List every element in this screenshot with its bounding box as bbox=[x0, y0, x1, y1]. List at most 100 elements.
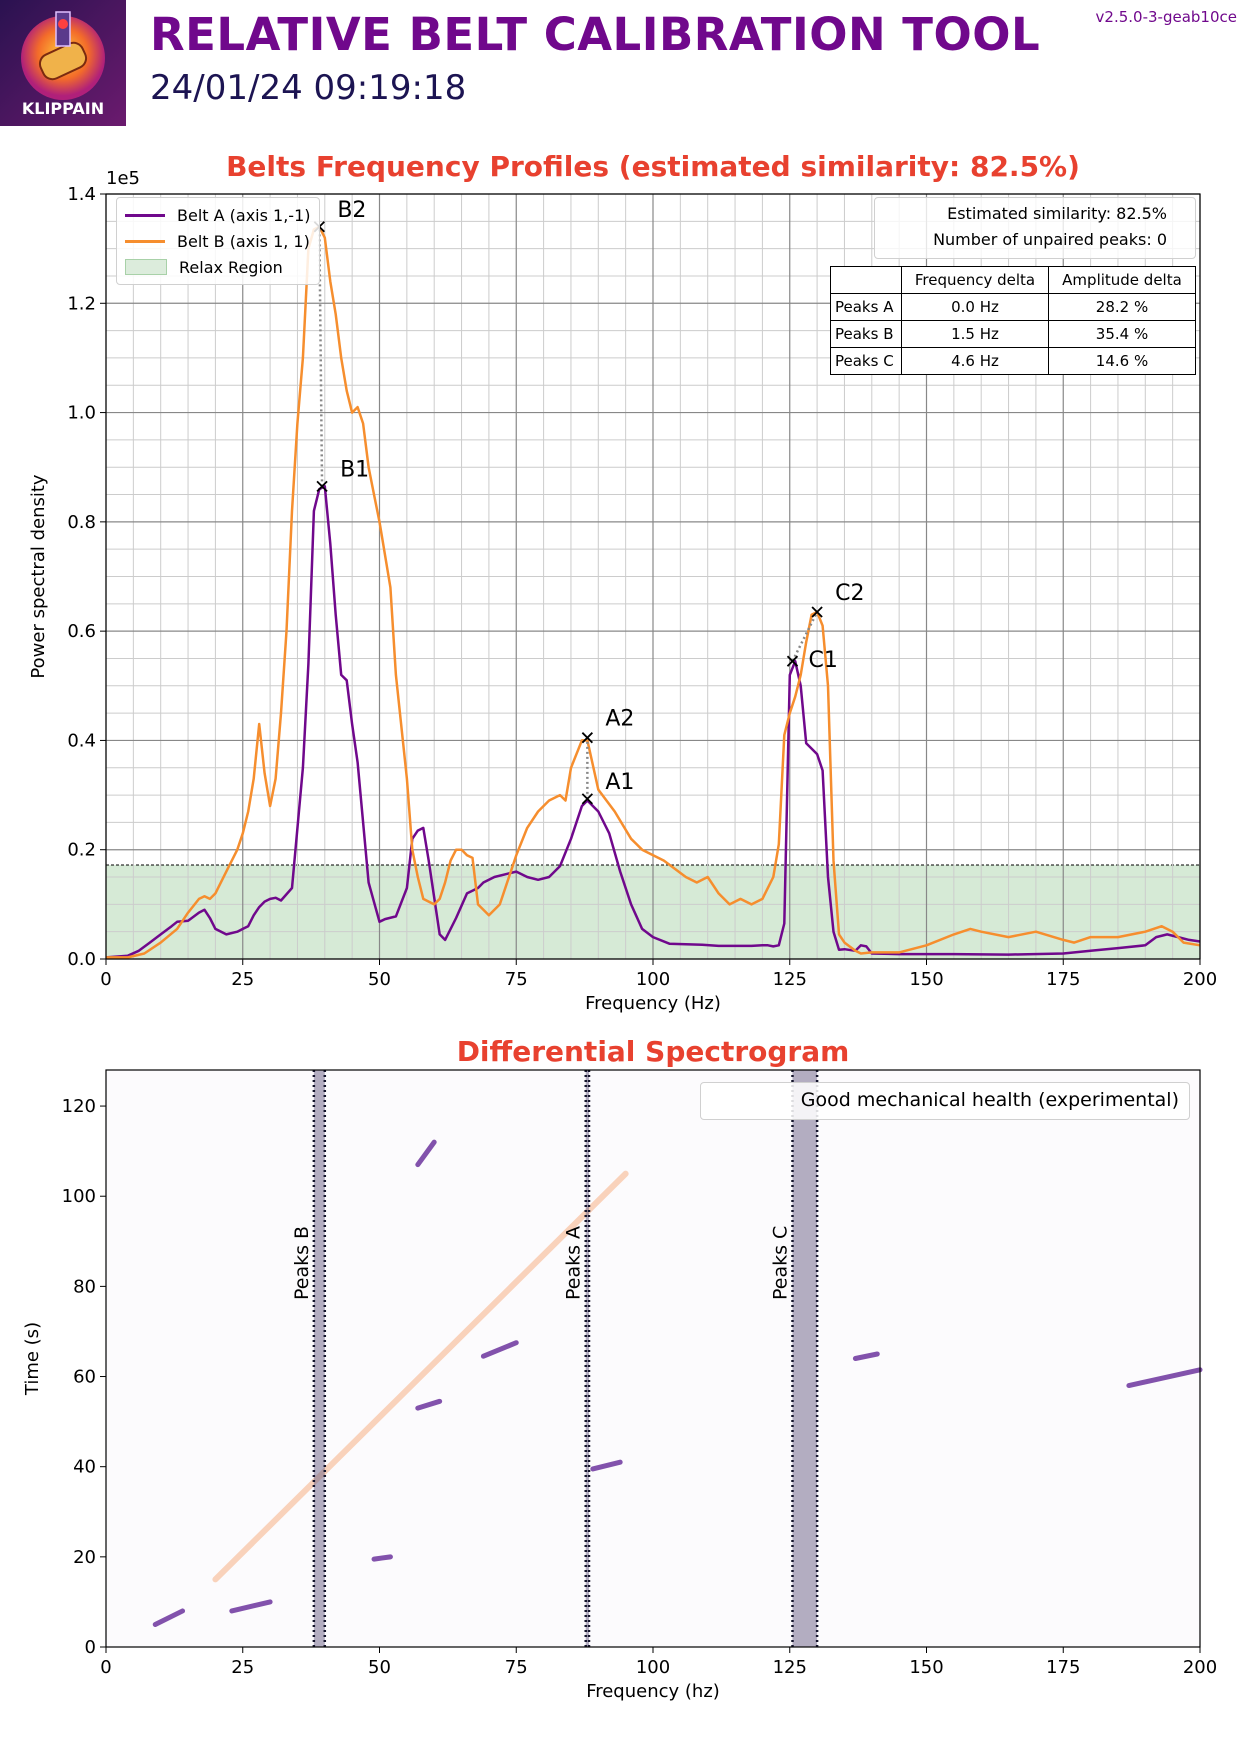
series-belt-b-line bbox=[106, 225, 1201, 959]
x-tick-label: 0 bbox=[100, 969, 111, 990]
legend-swatch-belt-b bbox=[125, 239, 165, 243]
unpaired-peaks-text: Number of unpaired peaks: 0 bbox=[933, 230, 1167, 249]
x-axis-label: Frequency (hz) bbox=[586, 1681, 720, 1702]
x-tick-label: 75 bbox=[505, 969, 528, 990]
peak-label: C2 bbox=[835, 581, 864, 606]
spectrogram-title: Differential Spectrogram bbox=[456, 1035, 850, 1068]
x-tick-label: 200 bbox=[1183, 1657, 1217, 1678]
x-tick-label: 50 bbox=[368, 1657, 391, 1678]
logo-text: KLIPPAIN bbox=[22, 99, 104, 118]
y-tick-label: 120 bbox=[62, 1096, 96, 1117]
x-tick-label: 125 bbox=[773, 969, 807, 990]
x-tick-label: 150 bbox=[909, 969, 943, 990]
x-tick-label: 75 bbox=[505, 1657, 528, 1678]
y-tick-label: 100 bbox=[62, 1186, 96, 1207]
peak-label: C1 bbox=[808, 648, 837, 673]
y-tick-label: 1.0 bbox=[67, 403, 96, 424]
peak-band-label: Peaks A bbox=[563, 1226, 585, 1300]
psd-legend: Belt A (axis 1,-1) Belt B (axis 1, 1) Re… bbox=[116, 197, 320, 285]
purple-streak bbox=[415, 1398, 443, 1411]
peak-band-label: Peaks C bbox=[769, 1226, 791, 1300]
peak-marker bbox=[786, 655, 799, 667]
x-tick-label: 175 bbox=[1046, 969, 1080, 990]
health-status-text: Good mechanical health (experimental) bbox=[800, 1089, 1179, 1111]
purple-streak bbox=[590, 1459, 623, 1472]
y-tick-label: 20 bbox=[73, 1547, 96, 1568]
x-tick-label: 25 bbox=[231, 969, 254, 990]
peak-marker bbox=[316, 480, 328, 492]
y-tick-label: 0.8 bbox=[67, 512, 96, 533]
legend-label-relax: Relax Region bbox=[179, 257, 283, 277]
x-tick-label: 100 bbox=[636, 1657, 670, 1678]
y-offset-label: 1e5 bbox=[106, 168, 140, 189]
table-header-cell bbox=[830, 266, 902, 294]
peak-band bbox=[792, 1070, 818, 1647]
peak-marker bbox=[811, 606, 823, 618]
table-header-cell: Amplitude delta bbox=[1048, 266, 1196, 294]
purple-streak bbox=[480, 1340, 519, 1359]
legend-item-belt-a: Belt A (axis 1,-1) bbox=[125, 202, 311, 228]
report-datetime: 24/01/24 09:19:18 bbox=[150, 68, 467, 108]
purple-streak bbox=[371, 1554, 393, 1562]
peak-connector bbox=[791, 611, 819, 662]
peaks-table: Frequency delta Amplitude delta Peaks A … bbox=[830, 266, 1196, 375]
table-row: Peaks A 0.0 Hz 28.2 % bbox=[830, 293, 1196, 321]
table-header-cell: Frequency delta bbox=[901, 266, 1049, 294]
table-cell: 14.6 % bbox=[1048, 347, 1196, 375]
purple-streak bbox=[852, 1351, 880, 1361]
peak-marker bbox=[581, 732, 593, 744]
table-cell: 1.5 Hz bbox=[901, 320, 1049, 348]
y-tick-label: 80 bbox=[73, 1276, 96, 1297]
peak-label: A1 bbox=[605, 770, 634, 795]
x-tick-label: 25 bbox=[231, 1657, 254, 1678]
health-legend: Good mechanical health (experimental) bbox=[700, 1082, 1190, 1120]
peak-label: B2 bbox=[337, 198, 366, 223]
legend-item-belt-b: Belt B (axis 1, 1) bbox=[125, 228, 310, 254]
x-tick-label: 175 bbox=[1046, 1657, 1080, 1678]
x-tick-label: 0 bbox=[100, 1657, 111, 1678]
x-tick-label: 50 bbox=[368, 969, 391, 990]
spectrogram-plot-frame bbox=[105, 1069, 1201, 1648]
y-tick-label: 40 bbox=[73, 1457, 96, 1478]
similarity-text: Estimated similarity: 82.5% bbox=[947, 204, 1167, 223]
similarity-box: Estimated similarity: 82.5% Number of un… bbox=[874, 197, 1196, 259]
y-axis-label: Time (s) bbox=[22, 1322, 43, 1396]
table-cell: 35.4 % bbox=[1048, 320, 1196, 348]
table-cell: 4.6 Hz bbox=[901, 347, 1049, 375]
table-header-row: Frequency delta Amplitude delta bbox=[830, 266, 1196, 294]
series-belt-a-line bbox=[105, 485, 1201, 959]
table-cell: Peaks A bbox=[830, 293, 902, 321]
legend-swatch-belt-a bbox=[125, 213, 165, 217]
y-tick-label: 1.4 bbox=[67, 184, 96, 205]
table-cell: Peaks C bbox=[830, 347, 902, 375]
y-tick-label: 0.2 bbox=[67, 840, 96, 861]
legend-item-relax: Relax Region bbox=[125, 254, 283, 280]
x-tick-label: 100 bbox=[636, 969, 670, 990]
x-tick-label: 125 bbox=[773, 1657, 807, 1678]
y-tick-label: 0.6 bbox=[67, 621, 96, 642]
peak-label: B1 bbox=[340, 457, 369, 482]
purple-streak bbox=[415, 1139, 437, 1168]
peak-marker bbox=[581, 793, 593, 805]
x-tick-label: 150 bbox=[909, 1657, 943, 1678]
klippain-logo: KLIPPAIN bbox=[0, 0, 126, 126]
purple-streak bbox=[1126, 1367, 1203, 1389]
version-label: v2.5.0-3-geab10ce bbox=[1095, 8, 1237, 26]
y-tick-label: 0 bbox=[85, 1637, 96, 1658]
y-tick-label: 60 bbox=[73, 1367, 96, 1388]
spectrogram-background bbox=[106, 1070, 1200, 1647]
purple-streak bbox=[229, 1599, 273, 1614]
y-axis-label: Power spectral density bbox=[28, 474, 49, 678]
orange-streak bbox=[212, 1170, 629, 1583]
x-tick-label: 200 bbox=[1183, 969, 1217, 990]
legend-label-belt-b: Belt B (axis 1, 1) bbox=[177, 231, 310, 251]
peak-band bbox=[585, 1070, 590, 1647]
legend-label-belt-a: Belt A (axis 1,-1) bbox=[177, 205, 311, 225]
x-axis-label: Frequency (Hz) bbox=[585, 993, 721, 1014]
peak-label: A2 bbox=[605, 707, 634, 732]
app-title: RELATIVE BELT CALIBRATION TOOL bbox=[150, 8, 1041, 61]
y-tick-label: 0.4 bbox=[67, 730, 96, 751]
psd-plot-frame bbox=[105, 193, 1201, 960]
y-tick-label: 1.2 bbox=[67, 293, 96, 314]
purple-streak bbox=[152, 1608, 186, 1627]
